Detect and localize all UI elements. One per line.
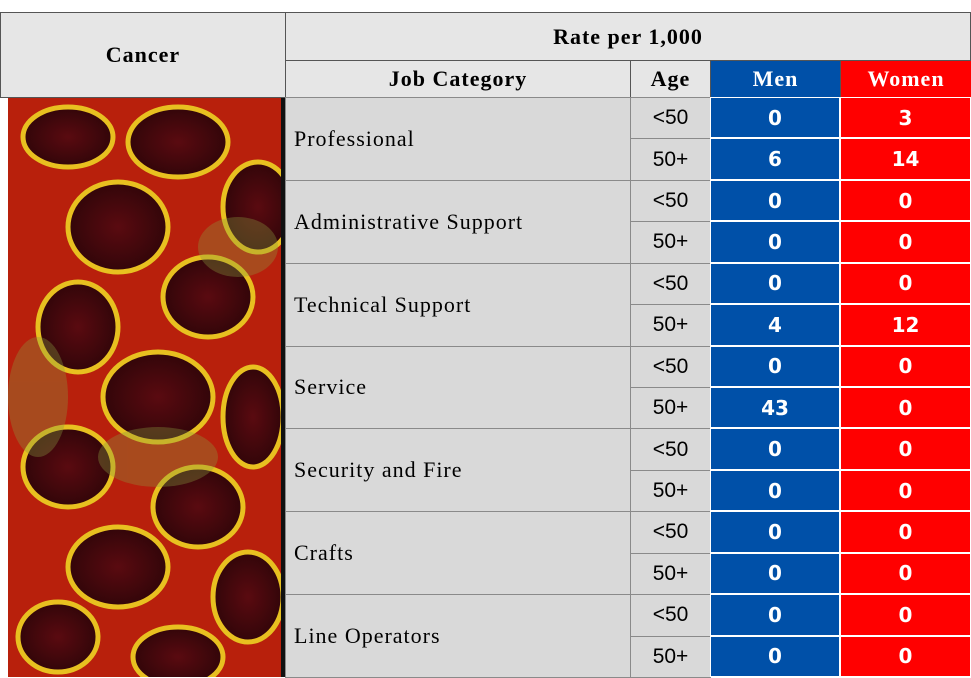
age: 50+ [630,469,711,513]
job-category: Service [285,345,631,430]
women-rate: 0 [840,387,971,429]
column-header: Men [710,60,841,98]
cell-image [8,97,285,677]
men-rate: 4 [710,304,840,346]
age: 50+ [630,221,711,264]
job-category: Administrative Support [285,179,631,264]
column-header: Age [630,60,711,98]
job-category: Line Operators [285,594,631,678]
age: 50+ [630,635,711,678]
job-category: Technical Support [285,262,631,347]
men-rate: 43 [710,387,840,429]
rate-header: Rate per 1,000 [285,12,971,61]
age: <50 [630,262,711,306]
men-rate: 6 [710,138,840,180]
women-rate: 12 [840,304,971,346]
women-rate: 0 [840,594,971,636]
men-rate: 0 [710,221,840,263]
men-rate: 0 [710,179,840,222]
age: <50 [630,97,711,140]
men-rate: 0 [710,594,840,636]
age: <50 [630,345,711,388]
age: 50+ [630,552,711,596]
women-rate: 0 [840,511,971,553]
job-category: Crafts [285,511,631,596]
women-rate: 3 [840,97,971,139]
age: <50 [630,179,711,223]
women-rate: 0 [840,469,971,512]
divider [281,97,287,677]
women-rate: 0 [840,345,971,387]
column-header: Women [840,60,971,98]
men-rate: 0 [710,428,840,470]
age: <50 [630,511,711,554]
women-rate: 0 [840,179,971,222]
women-rate: 0 [840,221,971,263]
age: 50+ [630,138,711,181]
age: <50 [630,594,711,637]
men-rate: 0 [710,469,840,512]
men-rate: 0 [710,635,840,677]
job-category: Security and Fire [285,428,631,513]
header-title: Cancer [0,12,286,98]
women-rate: 0 [840,428,971,470]
age: 50+ [630,387,711,430]
job-category: Professional [285,97,631,181]
column-header: Job Category [285,60,631,98]
women-rate: 0 [840,262,971,305]
men-rate: 0 [710,345,840,387]
men-rate: 0 [710,262,840,305]
women-rate: 14 [840,138,971,180]
women-rate: 0 [840,552,971,595]
men-rate: 0 [710,511,840,553]
women-rate: 0 [840,635,971,677]
men-rate: 0 [710,97,840,139]
age: <50 [630,428,711,471]
age: 50+ [630,304,711,347]
men-rate: 0 [710,552,840,595]
